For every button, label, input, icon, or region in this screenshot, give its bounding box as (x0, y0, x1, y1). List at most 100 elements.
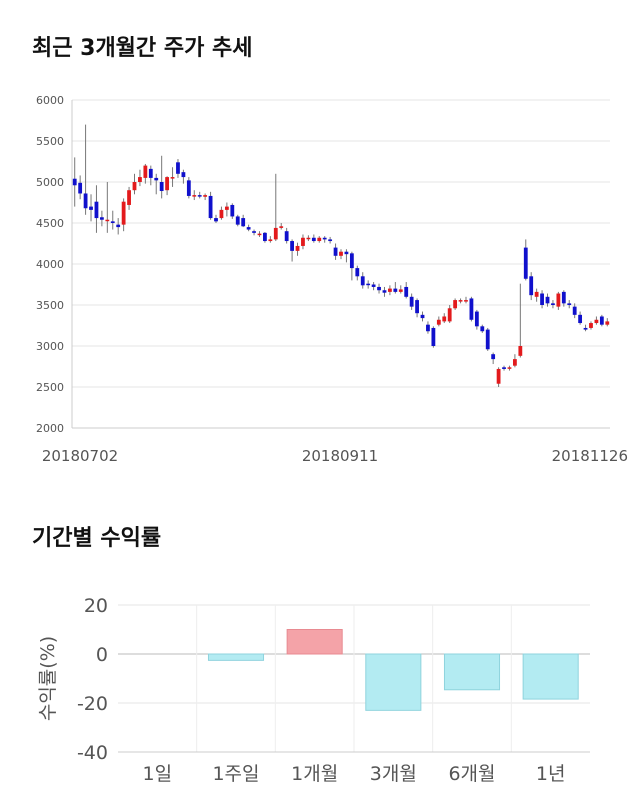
candle-body (268, 239, 273, 242)
x-tick-label: 20181126 (552, 447, 628, 465)
x-tick-label: 6개월 (448, 763, 495, 785)
candle-body (464, 300, 468, 302)
candle-body (72, 178, 77, 186)
candle-body (518, 346, 523, 356)
y-tick-label: 4000 (36, 258, 64, 271)
candle-body (94, 201, 99, 219)
candle-body (83, 193, 88, 209)
candle-body (426, 324, 430, 332)
candle-body (219, 209, 224, 219)
x-tick-label: 1일 (143, 763, 173, 785)
candle-body (186, 180, 191, 196)
candle-body (393, 288, 398, 292)
candle-body (436, 319, 441, 325)
candle-body (273, 227, 278, 240)
candle-body (203, 195, 208, 197)
candle-body (224, 206, 229, 210)
candle-body (534, 291, 539, 297)
y-tick-label: 0 (96, 644, 108, 666)
period-return-bar-chart: 20 0 -20 -40 1일 1주일 1개월 3개월 6개월 1년 수익률(%) (37, 595, 590, 785)
candle-body (170, 177, 175, 179)
candle-body (605, 321, 610, 325)
candle-body (138, 177, 142, 182)
candle-body (78, 182, 83, 194)
candle-body (420, 314, 425, 319)
candle-body (349, 253, 354, 269)
y-tick-label: -20 (77, 693, 108, 715)
candle-body (235, 216, 240, 225)
period-return-title: 기간별 수익률 (32, 526, 162, 551)
candle-body (469, 298, 474, 320)
candle-body (545, 296, 550, 304)
candle-body (523, 247, 528, 279)
candle-body (165, 177, 170, 191)
candle-body (594, 319, 599, 324)
candle-body (512, 359, 517, 366)
y-tick-label: 6000 (36, 94, 64, 107)
candle-body (143, 165, 148, 178)
candle-body (241, 218, 246, 227)
candle-body (409, 296, 414, 307)
candle-body (159, 182, 164, 192)
candle-body (89, 206, 93, 210)
candle-body (176, 162, 180, 174)
return-bar (207, 653, 265, 661)
return-bar (286, 629, 343, 655)
candle-body (132, 182, 137, 191)
candle-body (263, 232, 267, 242)
candle-body (252, 231, 256, 233)
candle-body (279, 226, 284, 228)
y-tick-label: 3000 (36, 340, 64, 353)
candle-body (301, 237, 305, 246)
candle-body (572, 306, 577, 315)
candle-body (415, 300, 419, 314)
candle-body (116, 224, 121, 228)
candle-body (306, 237, 311, 240)
candle-body (322, 237, 327, 240)
candle-body (540, 293, 544, 305)
y-tick-label: 2000 (36, 422, 64, 435)
candle-body (317, 237, 322, 242)
candle-body (366, 283, 371, 286)
candle-body (181, 172, 186, 178)
candle-body (377, 286, 381, 291)
x-tick-label: 1개월 (291, 763, 338, 785)
x-tick-label: 1주일 (212, 763, 259, 785)
candle-body (197, 195, 202, 197)
price-trend-title: 최근 3개월간 주가 추세 (32, 36, 253, 61)
candle-body (496, 368, 501, 384)
y-tick-label: 20 (84, 595, 108, 617)
y-tick-label: 4500 (36, 217, 64, 230)
candle-body (148, 168, 153, 178)
y-tick-label: 5000 (36, 176, 64, 189)
candle-body (474, 311, 479, 327)
candle-body (388, 288, 392, 292)
candle-body (529, 276, 534, 296)
candle-body (154, 177, 159, 181)
candle-body (355, 268, 360, 277)
candle-body (442, 316, 447, 322)
candle-body (192, 195, 197, 197)
candle-body (339, 251, 343, 256)
candle-body (328, 239, 333, 242)
candle-body (257, 233, 262, 236)
price-candlestick-chart: 2000 2500 3000 3500 4000 4500 5000 5500 6000 2018… (36, 94, 628, 465)
x-tick-label: 20180911 (302, 447, 378, 465)
candle-body (485, 329, 490, 350)
candle-body (507, 367, 512, 369)
return-bar (522, 653, 579, 700)
candle-body (99, 217, 104, 220)
candle-body (311, 237, 316, 242)
candle-body (360, 276, 365, 286)
candle-body (344, 251, 349, 255)
candle-body (371, 284, 376, 287)
candle-body (110, 221, 115, 223)
candle-body (214, 218, 218, 222)
y-tick-label: 3500 (36, 299, 64, 312)
candle-body (556, 293, 561, 307)
candle-body (284, 231, 289, 242)
x-tick-label: 1년 (536, 763, 566, 785)
candle-body (599, 316, 604, 325)
candle-body (551, 303, 555, 305)
candle-body (230, 204, 235, 217)
